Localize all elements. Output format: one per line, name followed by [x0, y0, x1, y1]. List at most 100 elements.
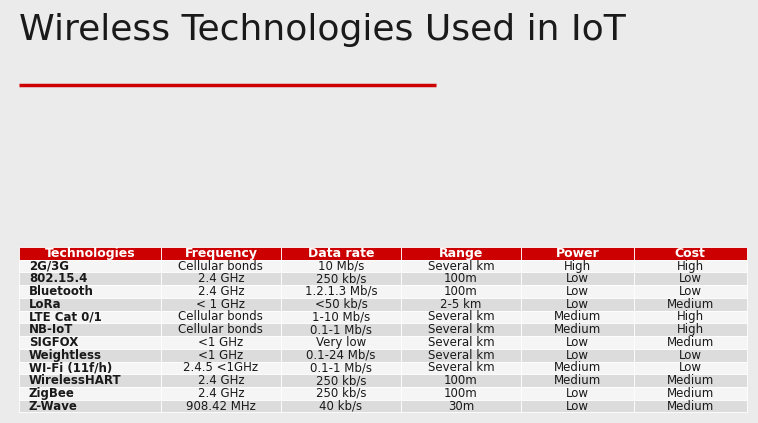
- Text: Low: Low: [566, 272, 589, 285]
- FancyBboxPatch shape: [401, 310, 521, 323]
- FancyBboxPatch shape: [19, 310, 161, 323]
- FancyBboxPatch shape: [281, 298, 401, 310]
- FancyBboxPatch shape: [19, 298, 161, 310]
- FancyBboxPatch shape: [161, 400, 281, 412]
- FancyBboxPatch shape: [521, 298, 634, 310]
- Text: Medium: Medium: [666, 336, 714, 349]
- Text: High: High: [677, 323, 703, 336]
- FancyBboxPatch shape: [281, 400, 401, 412]
- Text: Wireless Technologies Used in IoT: Wireless Technologies Used in IoT: [19, 13, 625, 47]
- Text: Bluetooth: Bluetooth: [29, 285, 94, 298]
- Text: Low: Low: [678, 272, 702, 285]
- FancyBboxPatch shape: [401, 387, 521, 400]
- FancyBboxPatch shape: [281, 310, 401, 323]
- Text: <50 kb/s: <50 kb/s: [315, 298, 368, 311]
- FancyBboxPatch shape: [161, 298, 281, 310]
- Text: LTE Cat 0/1: LTE Cat 0/1: [29, 310, 102, 324]
- Text: High: High: [677, 310, 703, 324]
- FancyBboxPatch shape: [161, 272, 281, 285]
- FancyBboxPatch shape: [281, 387, 401, 400]
- Text: Cellular bonds: Cellular bonds: [178, 310, 263, 324]
- Text: 802.15.4: 802.15.4: [29, 272, 87, 285]
- FancyBboxPatch shape: [401, 298, 521, 310]
- Text: Several km: Several km: [428, 323, 494, 336]
- Text: Low: Low: [566, 336, 589, 349]
- Text: Several km: Several km: [428, 349, 494, 362]
- Text: High: High: [564, 260, 591, 272]
- Text: Medium: Medium: [666, 374, 714, 387]
- Text: <1 GHz: <1 GHz: [199, 349, 243, 362]
- FancyBboxPatch shape: [281, 323, 401, 336]
- FancyBboxPatch shape: [161, 362, 281, 374]
- Text: Medium: Medium: [554, 310, 601, 324]
- Text: LoRa: LoRa: [29, 298, 61, 311]
- FancyBboxPatch shape: [19, 247, 161, 260]
- Text: Low: Low: [566, 285, 589, 298]
- Text: Weightless: Weightless: [29, 349, 102, 362]
- FancyBboxPatch shape: [401, 247, 521, 260]
- Text: Technologies: Technologies: [45, 247, 135, 260]
- FancyBboxPatch shape: [521, 374, 634, 387]
- Text: Z-Wave: Z-Wave: [29, 400, 78, 412]
- FancyBboxPatch shape: [161, 374, 281, 387]
- Text: Cellular bonds: Cellular bonds: [178, 260, 263, 272]
- FancyBboxPatch shape: [401, 374, 521, 387]
- Text: 100m: 100m: [444, 387, 478, 400]
- Text: 250 kb/s: 250 kb/s: [315, 374, 366, 387]
- FancyBboxPatch shape: [634, 400, 747, 412]
- FancyBboxPatch shape: [19, 323, 161, 336]
- Text: 0.1-1 Mb/s: 0.1-1 Mb/s: [310, 361, 372, 374]
- FancyBboxPatch shape: [401, 323, 521, 336]
- FancyBboxPatch shape: [521, 310, 634, 323]
- Text: Low: Low: [678, 361, 702, 374]
- Text: 2.4 GHz: 2.4 GHz: [198, 272, 244, 285]
- Text: 40 kb/s: 40 kb/s: [319, 400, 362, 412]
- Text: 250 kb/s: 250 kb/s: [315, 272, 366, 285]
- FancyBboxPatch shape: [161, 247, 281, 260]
- Text: 2G/3G: 2G/3G: [29, 260, 69, 272]
- FancyBboxPatch shape: [281, 272, 401, 285]
- FancyBboxPatch shape: [19, 374, 161, 387]
- FancyBboxPatch shape: [634, 349, 747, 362]
- FancyBboxPatch shape: [161, 336, 281, 349]
- Text: Several km: Several km: [428, 310, 494, 324]
- Text: 2.4 GHz: 2.4 GHz: [198, 387, 244, 400]
- Text: Cellular bonds: Cellular bonds: [178, 323, 263, 336]
- Text: Medium: Medium: [666, 298, 714, 311]
- FancyBboxPatch shape: [19, 387, 161, 400]
- FancyBboxPatch shape: [401, 349, 521, 362]
- FancyBboxPatch shape: [521, 285, 634, 298]
- Text: Medium: Medium: [554, 361, 601, 374]
- FancyBboxPatch shape: [634, 298, 747, 310]
- Text: 10 Mb/s: 10 Mb/s: [318, 260, 364, 272]
- FancyBboxPatch shape: [521, 400, 634, 412]
- Text: 100m: 100m: [444, 374, 478, 387]
- Text: SIGFOX: SIGFOX: [29, 336, 78, 349]
- Text: Several km: Several km: [428, 361, 494, 374]
- FancyBboxPatch shape: [161, 285, 281, 298]
- Text: < 1 GHz: < 1 GHz: [196, 298, 246, 311]
- Text: Very low: Very low: [316, 336, 366, 349]
- Text: Low: Low: [678, 285, 702, 298]
- FancyBboxPatch shape: [521, 387, 634, 400]
- Text: Medium: Medium: [666, 387, 714, 400]
- FancyBboxPatch shape: [634, 336, 747, 349]
- FancyBboxPatch shape: [281, 362, 401, 374]
- FancyBboxPatch shape: [19, 362, 161, 374]
- FancyBboxPatch shape: [19, 260, 161, 272]
- FancyBboxPatch shape: [521, 272, 634, 285]
- Text: Low: Low: [566, 349, 589, 362]
- FancyBboxPatch shape: [401, 260, 521, 272]
- FancyBboxPatch shape: [19, 349, 161, 362]
- FancyBboxPatch shape: [634, 362, 747, 374]
- Text: Cost: Cost: [675, 247, 706, 260]
- FancyBboxPatch shape: [281, 260, 401, 272]
- FancyBboxPatch shape: [401, 362, 521, 374]
- FancyBboxPatch shape: [521, 349, 634, 362]
- Text: 0.1-1 Mb/s: 0.1-1 Mb/s: [310, 323, 372, 336]
- Text: 100m: 100m: [444, 272, 478, 285]
- FancyBboxPatch shape: [401, 336, 521, 349]
- FancyBboxPatch shape: [634, 285, 747, 298]
- Text: Low: Low: [566, 387, 589, 400]
- FancyBboxPatch shape: [281, 336, 401, 349]
